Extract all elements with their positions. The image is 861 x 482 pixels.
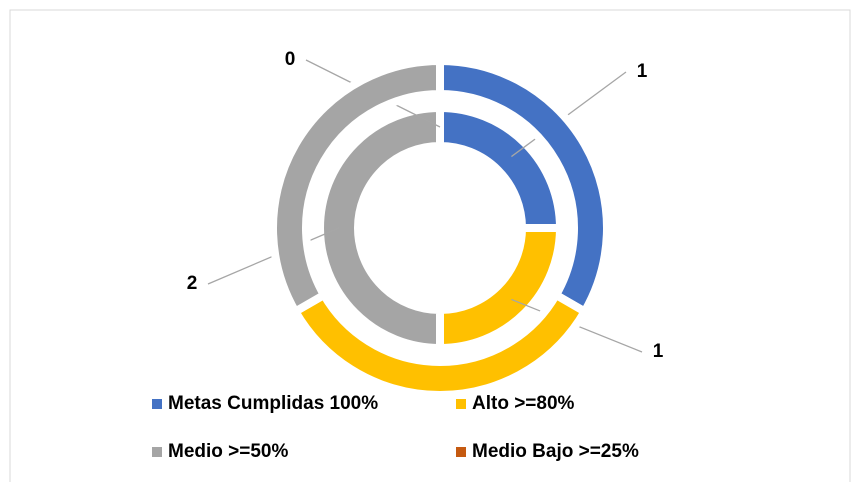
- leader-line: [511, 71, 627, 158]
- legend-swatch: [456, 399, 466, 409]
- legend-label: Metas Cumplidas 100%: [168, 393, 378, 414]
- data-label: 1: [637, 61, 648, 82]
- data-label: 0: [285, 49, 296, 70]
- legend-label: Medio >=50%: [168, 441, 288, 462]
- legend-swatch: [152, 447, 162, 457]
- legend-swatch: [456, 447, 466, 457]
- legend-label: Medio Bajo >=25%: [472, 441, 639, 462]
- legend-swatch: [152, 399, 162, 409]
- data-label: 2: [187, 273, 198, 294]
- doughnut-segment: [316, 103, 444, 353]
- data-label: 1: [653, 341, 664, 362]
- legend-label: Alto >=80%: [472, 393, 575, 414]
